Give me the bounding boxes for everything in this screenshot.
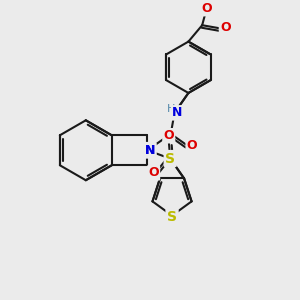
Text: O: O — [148, 166, 159, 179]
Text: O: O — [187, 139, 197, 152]
Text: N: N — [145, 144, 155, 157]
Text: N: N — [145, 144, 155, 157]
Text: S: S — [165, 152, 175, 166]
Text: N: N — [172, 106, 182, 119]
Text: S: S — [167, 210, 177, 224]
Text: O: O — [220, 21, 231, 34]
Text: N: N — [145, 144, 155, 157]
Text: H: H — [167, 104, 175, 114]
Text: O: O — [164, 129, 174, 142]
Text: O: O — [201, 2, 212, 15]
